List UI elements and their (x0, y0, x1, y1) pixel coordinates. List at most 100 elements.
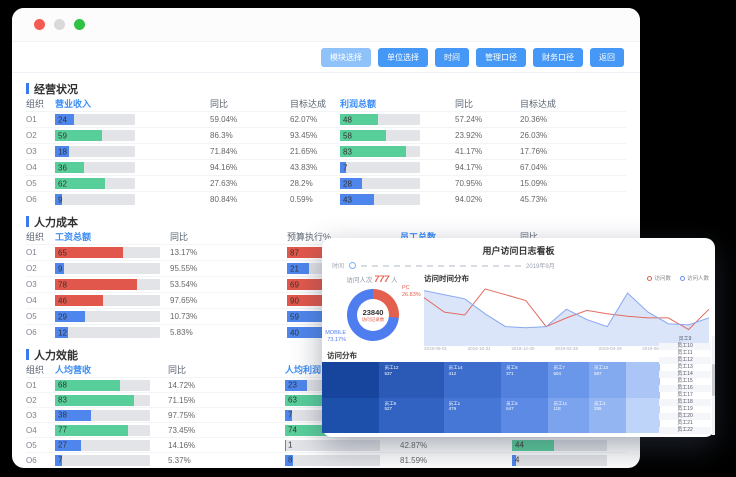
employee-list-item[interactable]: 员工16 (659, 385, 711, 392)
employee-list-item[interactable]: 员工9 (678, 336, 692, 342)
legend-item-访问数[interactable]: 访问数 (647, 274, 671, 282)
close-button[interactable] (34, 19, 45, 30)
donut-label-mobile: MOBILE 73.17% (322, 330, 346, 343)
metric-bar-value: 83 (343, 147, 352, 156)
employee-list-item[interactable]: 员工11 (677, 350, 693, 356)
metric-bar-value: 9 (58, 264, 63, 273)
mobile-name: MOBILE (325, 330, 346, 336)
treemap-cell-name: 员工13 (593, 365, 608, 370)
treemap-cell[interactable]: 员工7 604 (548, 362, 589, 398)
toolbar-button-6[interactable]: 返回 (590, 47, 624, 67)
metric-bar-track: 7 (340, 162, 420, 173)
treemap-cell[interactable] (322, 362, 380, 398)
metric-value: 23.92% (455, 131, 483, 140)
metric-value: 97.75% (168, 410, 196, 420)
bar-cell: 46 (55, 295, 170, 306)
toolbar-button-4[interactable]: 管理口径 (476, 47, 526, 67)
treemap-cell-value: 537 (384, 370, 392, 376)
metric-bar-track: 4 (512, 454, 607, 466)
minimize-button[interactable] (54, 19, 65, 30)
employee-list-item[interactable]: 员工10 (659, 343, 711, 350)
metric-bar-track: 65 (55, 247, 160, 258)
metric-bar-track: 8 (285, 454, 380, 466)
metric-bar-value: 77 (58, 425, 67, 435)
metric-bar-fill (55, 424, 129, 436)
section-title-text: 人力成本 (34, 216, 78, 229)
table-row: O5 27 14.16% 1 42.87% 44 (26, 437, 626, 452)
bar-cell: 28 (340, 178, 455, 189)
treemap-cell[interactable]: 员工12 537 (379, 362, 444, 398)
column-header: 目标达成 (290, 99, 327, 109)
x-axis-tick-label: 2019-04-29 (598, 346, 622, 351)
employee-list-item[interactable]: 员工20 (659, 413, 711, 420)
window-titlebar (12, 8, 640, 42)
employee-list-item[interactable]: 员工21 (677, 420, 693, 426)
column-header: 利润总额 (340, 99, 377, 109)
employee-list-item[interactable]: 员工19 (677, 406, 693, 412)
toolbar-button-3[interactable]: 时间 (435, 47, 469, 67)
treemap-cell-value: 412 (448, 370, 457, 376)
time-slider-handle[interactable] (349, 262, 357, 269)
bar-cell: 24 (55, 114, 210, 125)
employee-list-item[interactable]: 员工22 (659, 427, 711, 434)
treemap-cell[interactable] (626, 362, 660, 398)
metric-bar-track: 12 (55, 327, 160, 338)
legend-item-访问人数[interactable]: 访问人数 (679, 274, 709, 282)
bar-cell: 43 (340, 194, 455, 205)
metric-bar-value: 24 (58, 115, 67, 124)
metric-bar-value: 46 (58, 296, 67, 305)
metric-value: 26.03% (520, 131, 548, 140)
column-header: 同比 (168, 365, 187, 375)
scrollbar-thumb[interactable] (712, 364, 715, 396)
treemap-cell[interactable]: 员工9 527 (379, 397, 444, 433)
employee-list-scrollbar[interactable] (712, 336, 715, 435)
employee-list-item[interactable]: 员工12 (659, 357, 711, 364)
metric-bar-track: 46 (55, 295, 160, 306)
section-accent-bar (26, 216, 29, 227)
treemap-cell-name: 员工7 (553, 365, 565, 370)
toolbar-button-5[interactable]: 财务口径 (533, 47, 583, 67)
metric-value: 10.73% (170, 312, 198, 321)
time-slider-track[interactable] (361, 264, 522, 267)
bar-cell: 18 (55, 146, 210, 157)
metric-bar-track: 7 (55, 454, 150, 466)
treemap-cell[interactable]: 员工14 412 (443, 362, 502, 398)
treemap-cell[interactable] (322, 397, 380, 433)
device-donut-chart[interactable]: 23840 访问记录数 (347, 289, 399, 341)
employee-list-item[interactable]: 员工14 (659, 371, 711, 378)
toolbar-button-1[interactable]: 模块选择 (321, 47, 371, 67)
metric-value: 15.09% (520, 179, 548, 188)
metric-value: 53.54% (170, 280, 198, 289)
employee-list-item[interactable]: 员工13 (677, 364, 693, 370)
metric-bar-fill (55, 178, 105, 189)
employee-list-item[interactable]: 员工18 (659, 399, 711, 406)
visit-time-line-chart[interactable] (424, 284, 709, 346)
treemap-cell[interactable] (626, 397, 660, 433)
table-row: O5 62 27.63% 28.2% 28 70.95% 15.09% (26, 175, 626, 191)
metric-value: 5.83% (170, 328, 193, 337)
metric-value: 93.45% (290, 131, 318, 140)
metric-value: 17.76% (520, 147, 548, 156)
metric-value: 57.24% (455, 115, 483, 124)
user-access-log-panel: 用户访问日志看板 时间 2019年9月 访问人次 777 人 23840 访问记… (322, 238, 715, 437)
metric-bar-value: 58 (343, 131, 352, 140)
treemap-cell[interactable]: 员工8 371 (501, 362, 549, 398)
maximize-button[interactable] (74, 19, 85, 30)
treemap-cell[interactable]: 员工13 587 (588, 362, 627, 398)
toolbar-button-2[interactable]: 单位选择 (378, 47, 428, 67)
treemap-cell[interactable]: 员工11 118 (548, 397, 589, 433)
treemap-cell[interactable]: 员工6 647 (501, 397, 549, 433)
employee-list-item[interactable]: 员工17 (677, 392, 693, 398)
bar-cell: 29 (55, 311, 170, 322)
employee-list-item[interactable]: 员工15 (677, 378, 693, 384)
treemap-cell[interactable]: 员工4 255 (588, 397, 627, 433)
metric-value: 41.17% (455, 147, 483, 156)
metric-bar-track: 18 (55, 146, 135, 157)
metric-bar-value: 62 (58, 179, 67, 188)
metric-value: 86.3% (210, 131, 233, 140)
metric-bar-value: 29 (58, 312, 67, 321)
treemap-cell[interactable]: 员工1 479 (443, 397, 502, 433)
x-axis-tick-label: 2019-02-28 (554, 346, 578, 351)
metric-value: 73.45% (168, 425, 196, 435)
bar-cell: 8 (285, 454, 400, 466)
